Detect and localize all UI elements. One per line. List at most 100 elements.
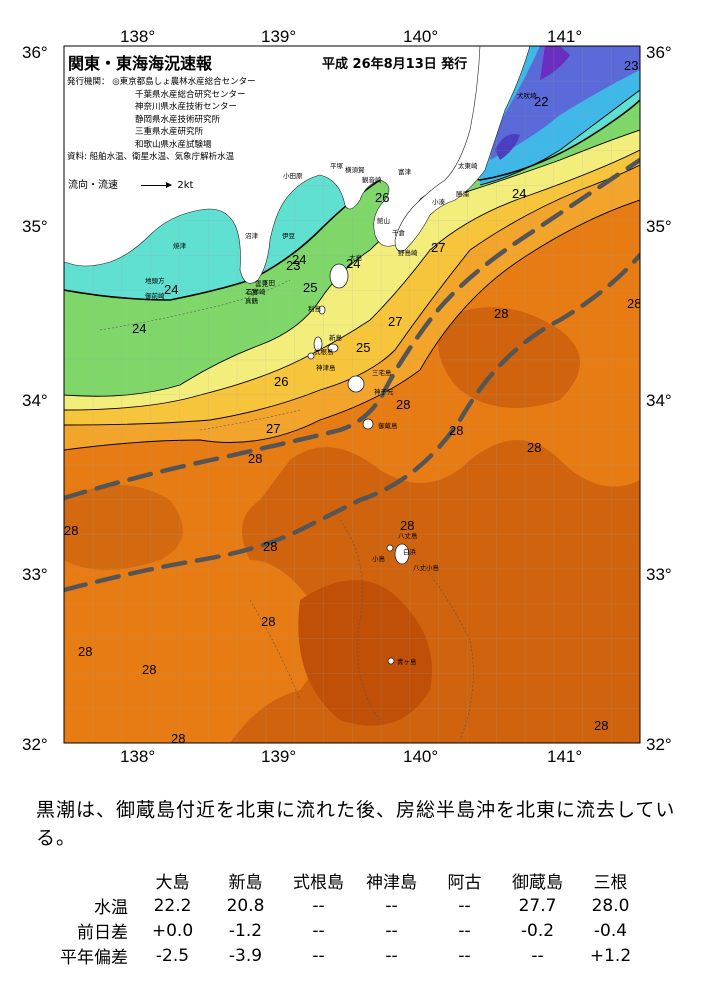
table-corner — [38, 868, 136, 893]
table-cell: -- — [458, 895, 471, 916]
place-hachijo-ko: 八丈小島 — [413, 563, 440, 572]
contour-label: 28 — [396, 397, 410, 412]
table-cell: -- — [385, 920, 398, 941]
issue-date: 平成 26年8月13日 発行 — [322, 57, 468, 72]
temperature-field: 23 22 24 26 27 24 25 24 24 23 24 28 27 2… — [64, 46, 641, 746]
contour-label: 28 — [449, 423, 463, 438]
table-cell: -2.5 — [155, 945, 190, 966]
place-manazuru: 真鶴 — [245, 296, 259, 305]
contour-label: 25 — [303, 280, 317, 295]
station-header: 阿古 — [447, 873, 482, 893]
contour-label: 28 — [627, 296, 641, 311]
table-cell: 20.8 — [226, 895, 265, 916]
place-kojima: 小島 — [372, 554, 386, 563]
kuroshio-axis — [64, 157, 640, 593]
table-row: 平年偏差 -2.5 -3.9 -- -- -- -- +1.2 — [38, 943, 647, 969]
station-header: 御蔵島 — [512, 873, 563, 893]
place-miura: 観音崎 — [362, 175, 382, 184]
place-inubosaki: 犬吠埼 — [517, 91, 537, 100]
table-cell: -- — [385, 895, 398, 916]
lat-label-right: 33° — [646, 565, 672, 584]
contour-label: 27 — [431, 240, 445, 255]
island-hachijo-kojima — [386, 544, 394, 552]
table-cell: -- — [458, 920, 471, 941]
contour-label: 24 — [292, 252, 306, 267]
issuer-line: 和歌山県水産試験場 — [135, 139, 212, 150]
observation-table: 大島 新島 式根島 神津島 阿古 御蔵島 三根 水温 22.2 20.8 -- … — [38, 868, 647, 968]
place-niijima: 新島 — [329, 333, 343, 342]
place-aogashima: 青ヶ島 — [397, 657, 417, 666]
lon-label-bottom: 138° — [120, 747, 155, 766]
station-header: 式根島 — [293, 873, 344, 893]
island-mikura — [362, 418, 374, 430]
place-toshima: 利島 — [308, 304, 322, 313]
place-chikyu: 地頭方 — [145, 276, 165, 285]
lon-label-top: 138° — [120, 27, 155, 46]
place-kumomi: 雲見 — [255, 280, 269, 288]
row-label: 平年偏差 — [60, 948, 128, 968]
place-shimoda: 下田 — [262, 279, 275, 287]
land — [64, 46, 531, 284]
station-header: 三根 — [593, 873, 628, 893]
place-nojimazaki: 野島崎 — [398, 248, 418, 257]
contour-label: 28 — [171, 731, 185, 746]
issuer-block: 発行機関： ◎東京都島しょ農林水産総合センター 千葉県水産総合研究センター 神奈… — [67, 76, 256, 164]
place-mikomoto: 神子元 — [374, 387, 394, 396]
boso-peninsula — [394, 46, 531, 252]
lon-label-bottom: 140° — [403, 747, 438, 766]
place-tateyama: 館山 — [377, 216, 390, 225]
table-cell: 28.0 — [591, 895, 630, 916]
place-odawara: 小田原 — [283, 171, 303, 180]
island-oshima — [329, 263, 349, 289]
table-cell: -0.2 — [520, 920, 555, 941]
island-toshima — [318, 305, 326, 315]
place-hiratsuka: 平塚 — [330, 161, 344, 170]
place-katsuura: 勝浦 — [456, 189, 470, 198]
contour-label: 28 — [64, 523, 78, 538]
place-kozushima: 神津島 — [316, 363, 336, 372]
contour-label: 28 — [594, 718, 608, 733]
lon-label-top: 141° — [547, 27, 582, 46]
issuer-line: 発行機関： ◎東京都島しょ農林水産総合センター — [67, 77, 256, 87]
contour-label: 24 — [132, 321, 146, 336]
place-names: 下田 伊豆 石廊崎 雲見 小田原 横須賀 平塚 観音崎 館山 富津 勝浦 犬吠埼… — [145, 91, 537, 666]
issuer-line: 静岡県水産技術研究所 — [135, 114, 221, 125]
lon-label-top: 139° — [261, 27, 296, 46]
lat-label-left: 34° — [22, 391, 48, 410]
place-izu: 伊豆 — [282, 231, 296, 240]
place-futtsu: 富津 — [398, 167, 412, 176]
contour-label: 27 — [266, 421, 280, 436]
contour-label: 26 — [274, 374, 288, 389]
table-cell: -- — [385, 945, 398, 966]
table-cell: +1.2 — [589, 945, 632, 966]
sea-surface-temperature-map: 23 22 24 26 27 24 25 24 24 23 24 28 27 2… — [22, 27, 672, 766]
island-shikine — [307, 352, 315, 360]
place-iro: 石廊崎 — [246, 287, 266, 296]
flow-legend-label: 流向・流速 — [68, 180, 118, 191]
lat-label-left: 36° — [22, 43, 48, 62]
table-cell: -- — [312, 920, 325, 941]
place-mikura: 御蔵島 — [378, 421, 398, 430]
table-cell: -- — [312, 945, 325, 966]
issuer-line: 千葉県水産総合研究センター — [135, 89, 246, 100]
flow-legend-unit: 2kt — [177, 180, 194, 191]
contour-label: 28 — [248, 451, 262, 466]
map-title: 関東・東海海況速報 — [68, 54, 213, 73]
lat-label-right: 34° — [646, 391, 672, 410]
flow-arrow-icon — [141, 181, 173, 188]
contour-label: 28 — [494, 306, 508, 321]
lat-label-right: 32° — [646, 735, 672, 754]
flow-legend: 流向・流速 2kt — [68, 176, 193, 191]
contour-label: 26 — [375, 190, 389, 205]
table-cell: -- — [531, 945, 544, 966]
contour-label: 27 — [388, 314, 402, 329]
place-shirahama: 白浜 — [403, 547, 417, 556]
map-frame — [63, 45, 641, 744]
table-cell: -- — [458, 945, 471, 966]
place-miyake: 三宅島 — [372, 368, 392, 377]
table-cell: -1.2 — [228, 920, 263, 941]
lat-label-left: 35° — [22, 217, 48, 236]
lat-labels: 36° 35° 34° 33° 32° 36° 35° 34° 33° 32° — [22, 43, 672, 754]
contour-label: 28 — [400, 518, 414, 533]
summary-text: 黒潮は、御蔵島付近を北東に流れた後、房総半島沖を北東に流去している。 — [36, 799, 676, 849]
